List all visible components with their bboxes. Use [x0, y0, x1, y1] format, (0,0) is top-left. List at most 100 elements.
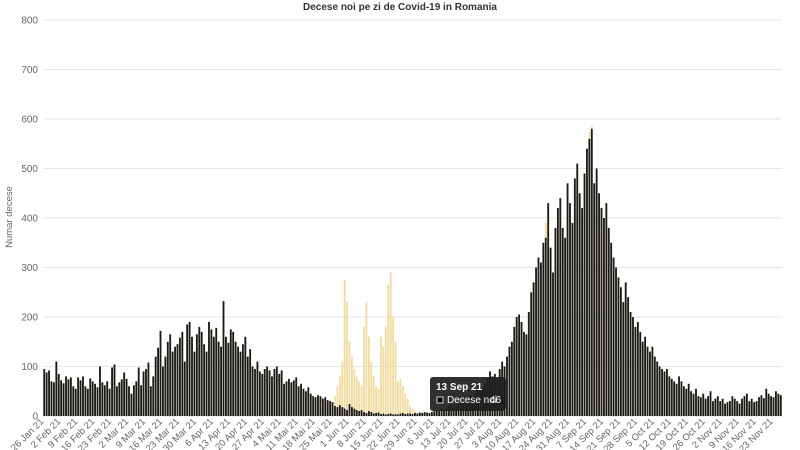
bar[interactable]: [610, 242, 613, 416]
bar[interactable]: [712, 401, 714, 416]
bar[interactable]: [401, 386, 404, 416]
bar[interactable]: [743, 396, 746, 416]
bar[interactable]: [760, 395, 763, 416]
bar[interactable]: [321, 398, 324, 416]
bar[interactable]: [91, 381, 94, 416]
bar[interactable]: [675, 383, 678, 416]
bar[interactable]: [346, 410, 348, 416]
bar[interactable]: [188, 321, 191, 416]
bar[interactable]: [380, 414, 382, 416]
bar[interactable]: [50, 381, 53, 416]
bar[interactable]: [658, 366, 661, 417]
bar[interactable]: [115, 386, 118, 416]
bar[interactable]: [280, 370, 283, 416]
bar[interactable]: [48, 370, 50, 416]
bar[interactable]: [96, 387, 99, 416]
bar[interactable]: [409, 413, 411, 416]
bar[interactable]: [430, 412, 433, 416]
bar[interactable]: [338, 405, 341, 416]
bar[interactable]: [193, 351, 196, 416]
bar[interactable]: [559, 198, 562, 416]
bar[interactable]: [380, 336, 382, 416]
bar[interactable]: [527, 312, 530, 416]
bar[interactable]: [392, 414, 395, 416]
bar[interactable]: [525, 334, 528, 416]
bar[interactable]: [65, 376, 67, 416]
bar[interactable]: [428, 413, 431, 416]
bar[interactable]: [641, 341, 644, 416]
bar[interactable]: [530, 292, 533, 416]
bar[interactable]: [268, 370, 271, 416]
bar[interactable]: [183, 361, 186, 416]
bar[interactable]: [440, 409, 443, 416]
bar[interactable]: [341, 361, 344, 416]
bar[interactable]: [89, 378, 92, 416]
bar[interactable]: [513, 326, 516, 416]
bar[interactable]: [55, 361, 58, 416]
bar[interactable]: [261, 373, 264, 416]
bar[interactable]: [348, 341, 351, 416]
bar[interactable]: [668, 376, 671, 416]
bar[interactable]: [246, 356, 249, 416]
bar[interactable]: [113, 364, 116, 416]
bar[interactable]: [573, 178, 576, 416]
bar[interactable]: [314, 397, 317, 416]
bar[interactable]: [704, 398, 707, 416]
bar[interactable]: [670, 378, 673, 417]
bar[interactable]: [666, 368, 668, 416]
bar[interactable]: [731, 396, 734, 416]
bar[interactable]: [762, 398, 765, 416]
bar[interactable]: [304, 391, 307, 416]
bar[interactable]: [198, 326, 201, 416]
bar[interactable]: [275, 366, 278, 417]
bar[interactable]: [392, 317, 395, 416]
bar[interactable]: [84, 386, 87, 416]
bar[interactable]: [520, 321, 523, 416]
bar[interactable]: [598, 193, 600, 416]
bar[interactable]: [523, 331, 525, 416]
bar[interactable]: [721, 398, 724, 416]
bar[interactable]: [254, 368, 256, 416]
bar[interactable]: [232, 331, 235, 416]
bar[interactable]: [67, 379, 70, 416]
bar[interactable]: [605, 203, 608, 416]
bar[interactable]: [205, 351, 208, 416]
bar[interactable]: [169, 334, 172, 416]
bar[interactable]: [406, 398, 409, 416]
bar[interactable]: [222, 301, 225, 416]
bar[interactable]: [324, 397, 327, 416]
bar[interactable]: [518, 314, 521, 416]
bar[interactable]: [111, 367, 113, 416]
bar[interactable]: [387, 284, 390, 416]
bar[interactable]: [292, 380, 295, 416]
bar[interactable]: [244, 336, 247, 416]
bar[interactable]: [210, 329, 213, 417]
bar[interactable]: [108, 388, 111, 416]
bar[interactable]: [343, 279, 346, 417]
bar[interactable]: [62, 383, 65, 416]
bar[interactable]: [120, 379, 123, 416]
bar[interactable]: [106, 381, 109, 416]
bar[interactable]: [94, 383, 96, 416]
bar[interactable]: [515, 317, 518, 416]
bar[interactable]: [653, 356, 656, 416]
bar[interactable]: [726, 402, 729, 416]
bar[interactable]: [300, 383, 302, 416]
bar[interactable]: [578, 193, 581, 416]
bar[interactable]: [399, 413, 402, 416]
bar[interactable]: [765, 388, 768, 416]
bar[interactable]: [355, 376, 358, 416]
bar[interactable]: [644, 336, 647, 416]
bar[interactable]: [690, 391, 693, 416]
bar[interactable]: [77, 377, 80, 416]
bar[interactable]: [326, 400, 329, 416]
bar[interactable]: [375, 386, 378, 416]
bar[interactable]: [389, 413, 392, 416]
bar[interactable]: [537, 257, 540, 416]
bar[interactable]: [629, 312, 632, 416]
bar[interactable]: [297, 386, 300, 416]
bar[interactable]: [581, 208, 584, 416]
bar[interactable]: [678, 376, 680, 416]
bar[interactable]: [540, 262, 542, 416]
bar[interactable]: [295, 377, 298, 416]
